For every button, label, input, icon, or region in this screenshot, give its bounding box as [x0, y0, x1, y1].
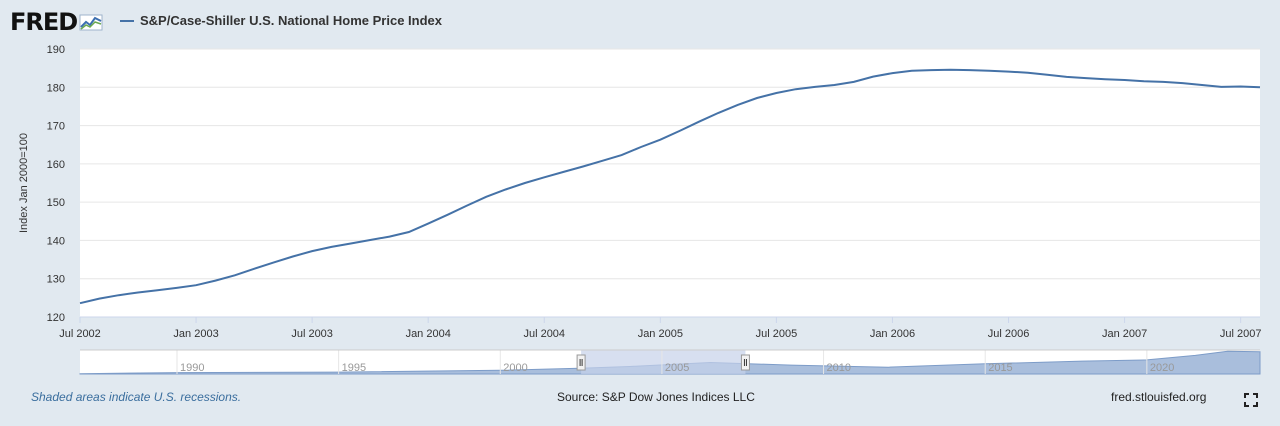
navigator-handle-left[interactable]	[576, 354, 586, 371]
x-tick-label: Jul 2002	[59, 328, 101, 340]
x-tick-label: Jan 2006	[870, 328, 915, 340]
x-tick-label: Jul 2004	[523, 328, 565, 340]
navigator-year-label: 2015	[988, 362, 1012, 374]
navigator-handle-right[interactable]	[740, 354, 750, 371]
navigator-series-area	[79, 350, 1261, 375]
navigator-year-label: 2020	[1150, 362, 1174, 374]
x-tick-label: Jul 2005	[756, 328, 798, 340]
navigator-year-label: 1990	[180, 362, 204, 374]
x-tick-label: Jan 2007	[1102, 328, 1147, 340]
fullscreen-icon[interactable]	[1244, 393, 1258, 407]
x-axis: Jul 2002 Jan 2003 Jul 2003 Jan 2004 Jul 2004…	[59, 316, 1262, 340]
handle-body	[740, 354, 750, 371]
recession-note[interactable]: Shaded areas indicate U.S. recessions.	[31, 390, 242, 404]
handle-body	[576, 354, 586, 371]
navigator[interactable]: 1990 1995 2000 2005 2010 2015 2020	[79, 349, 1261, 375]
fred-logo[interactable]: FRED	[10, 8, 103, 36]
x-tick-label: Jul 2007	[1220, 328, 1262, 340]
y-tick-label: 140	[47, 235, 65, 247]
y-axis-label: Index Jan 2000=100	[18, 133, 30, 233]
chart-legend[interactable]: S&P/Case-Shiller U.S. National Home Pric…	[120, 13, 442, 28]
y-tick-label: 160	[47, 159, 65, 171]
legend-label: S&P/Case-Shiller U.S. National Home Pric…	[140, 13, 442, 28]
x-tick-label: Jan 2003	[173, 328, 218, 340]
navigator-year-label: 1995	[342, 362, 366, 374]
y-tick-label: 130	[47, 274, 65, 286]
navigator-selection[interactable]	[581, 350, 746, 374]
x-tick-label: Jul 2003	[291, 328, 333, 340]
plot-background	[80, 49, 1260, 317]
x-tick-label: Jan 2004	[406, 328, 451, 340]
y-tick-label: 120	[47, 312, 65, 324]
source-text: Source: S&P Dow Jones Indices LLC	[557, 390, 755, 404]
site-link[interactable]: fred.stlouisfed.org	[1111, 390, 1207, 404]
x-tick-label: Jul 2006	[988, 328, 1030, 340]
legend-swatch	[120, 19, 134, 22]
navigator-year-label: 2010	[827, 362, 851, 374]
x-tick-label: Jan 2005	[638, 328, 683, 340]
y-tick-label: 190	[47, 44, 65, 56]
navigator-year-labels: 1990 1995 2000 2005 2010 2015 2020	[80, 349, 1260, 374]
y-tick-label: 180	[47, 82, 65, 94]
fred-chart-icon	[79, 14, 103, 31]
y-axis: 120 130 140 150 160 170 180 190	[47, 44, 65, 324]
fred-logo-text: FRED	[10, 8, 78, 36]
y-tick-label: 150	[47, 197, 65, 209]
series-line[interactable]	[79, 68, 1261, 305]
navigator-year-label: 2000	[503, 362, 527, 374]
y-tick-label: 170	[47, 121, 65, 133]
navigator-year-label: 2005	[665, 362, 689, 374]
